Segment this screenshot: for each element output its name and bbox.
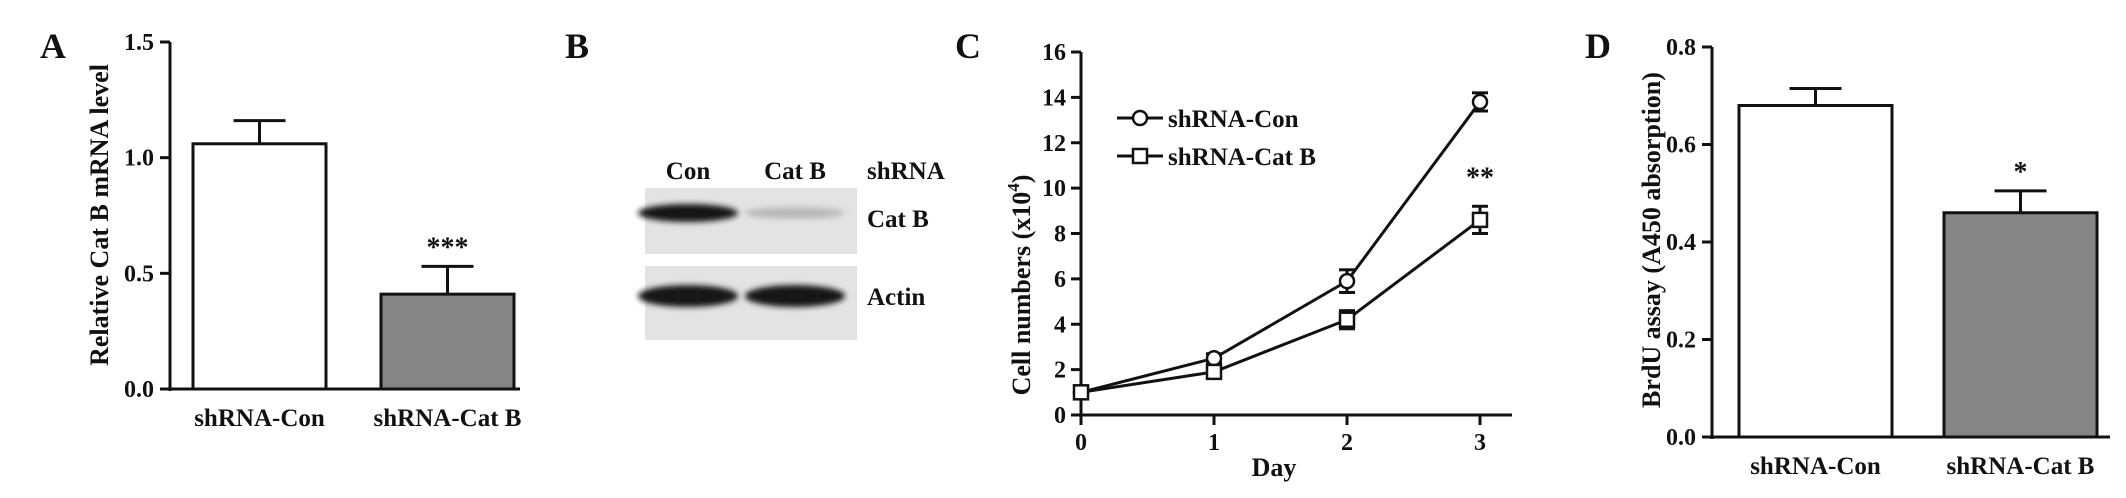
panel-a-y-tick-label: 0.0: [124, 377, 154, 403]
panel-c-y-tick-label: 8: [1054, 222, 1066, 248]
panel-b-western-blot: Con Cat B shRNA Cat B Actin: [638, 158, 945, 340]
panel-d-bar-chart: BrdU assay (A450 absorption) 0.0 0.2 0.4 0.…: [1637, 35, 2110, 480]
panel-d-y-tick-label: 0.8: [1666, 35, 1696, 61]
panel-c-series-line-0: [1080, 101, 1482, 394]
panel-c-y-tick-label: 10: [1042, 176, 1066, 202]
panel-c-y-tick-label: 12: [1042, 131, 1066, 157]
panel-c-square-marker: [1131, 147, 1149, 165]
panel-a-bar-chart: Relative Cat B mRNA level 0.0 0.5 1.0 1.5 sh…: [85, 30, 521, 432]
panel-c-series-line-1: [1080, 218, 1481, 394]
panel-d-category-label: shRNA-Cat B: [1947, 453, 2095, 480]
panel-d-y-tick-label: 0.6: [1666, 133, 1696, 159]
panel-a-category-label: shRNA-Con: [194, 405, 325, 432]
panel-a-bar: [191, 142, 328, 391]
panel-a-y-axis-label: Relative Cat B mRNA level: [85, 64, 114, 366]
panel-a-y-tick-label: 1.5: [124, 30, 154, 56]
blot-band: [745, 207, 845, 219]
panel-d-category-label: shRNA-Con: [1750, 453, 1881, 480]
blot-row-label-actin: Actin: [867, 284, 925, 311]
panel-c-circle-marker: [1471, 93, 1489, 111]
panel-c-y-tick-label: 2: [1054, 358, 1066, 384]
panel-a-bar: [379, 292, 516, 391]
blot-row-label-cat-b: Cat B: [867, 206, 929, 233]
panel-c-square-marker: [1338, 311, 1356, 328]
panel-c-y-tick-label: 16: [1042, 40, 1066, 66]
panel-c-square-marker: [1205, 363, 1223, 381]
panel-c-square-marker: [1471, 211, 1489, 229]
panel-d-bar: [1737, 104, 1894, 439]
panel-d-bar: [1942, 211, 2099, 439]
panel-d-significance-label: *: [2014, 157, 2028, 188]
panel-c-circle-marker: [1131, 109, 1149, 127]
panel-letter-d: D: [1585, 26, 1611, 66]
blot-band: [638, 204, 738, 222]
panel-c-x-tick-label: 0: [1075, 430, 1087, 456]
panel-c-circle-marker: [1338, 272, 1356, 290]
panel-c-y-axis-label-end: ): [1007, 175, 1036, 184]
panel-a-y-tick-label: 0.5: [124, 261, 154, 287]
panel-d-y-tick-label: 0.0: [1666, 425, 1696, 451]
panel-d-y-tick-label: 0.4: [1666, 230, 1696, 256]
blot-band: [745, 285, 845, 307]
panel-a-category-label: shRNA-Cat B: [374, 405, 522, 432]
panel-c-y-tick-label: 0: [1054, 403, 1066, 429]
panel-letter-c: C: [955, 26, 981, 66]
blot-band: [638, 285, 738, 307]
panel-c-x-axis-label: Day: [1252, 453, 1297, 482]
panel-a-y-tick-label: 1.0: [124, 146, 154, 172]
panel-c-circle-marker: [1205, 350, 1223, 367]
panel-c-y-tick-label: 14: [1042, 85, 1066, 111]
lane-label-cat-b: Cat B: [764, 158, 826, 185]
lane-label-con: Con: [666, 158, 711, 185]
panel-c-legend-label: shRNA-Con: [1168, 106, 1299, 133]
panel-c-x-tick-label: 2: [1341, 430, 1353, 456]
panel-letter-a: A: [40, 26, 66, 66]
panel-c-x-tick-label: 1: [1208, 430, 1220, 456]
panel-c-y-tick-label: 6: [1054, 267, 1066, 293]
panel-d-y-tick-label: 0.2: [1666, 328, 1696, 354]
panel-c-square-marker: [1072, 384, 1090, 401]
panel-c-x-tick-label: 3: [1474, 430, 1486, 456]
panel-a-significance-label: ***: [427, 232, 469, 263]
panel-letter-b: B: [565, 26, 589, 66]
panel-c-y-tick-label: 4: [1054, 312, 1066, 338]
panel-c-y-axis-label-main: Cell numbers (x10: [1007, 192, 1036, 396]
panel-c-legend-label: shRNA-Cat B: [1168, 144, 1316, 171]
panel-c-y-axis-label-sup: 4: [1004, 183, 1023, 192]
panel-c-y-axis-label: Cell numbers (x104): [1004, 175, 1036, 396]
panel-d-y-axis-label: BrdU assay (A450 absorption): [1637, 72, 1666, 408]
panel-c-annotation: **: [1466, 162, 1494, 193]
lane-group-label: shRNA: [867, 158, 945, 185]
